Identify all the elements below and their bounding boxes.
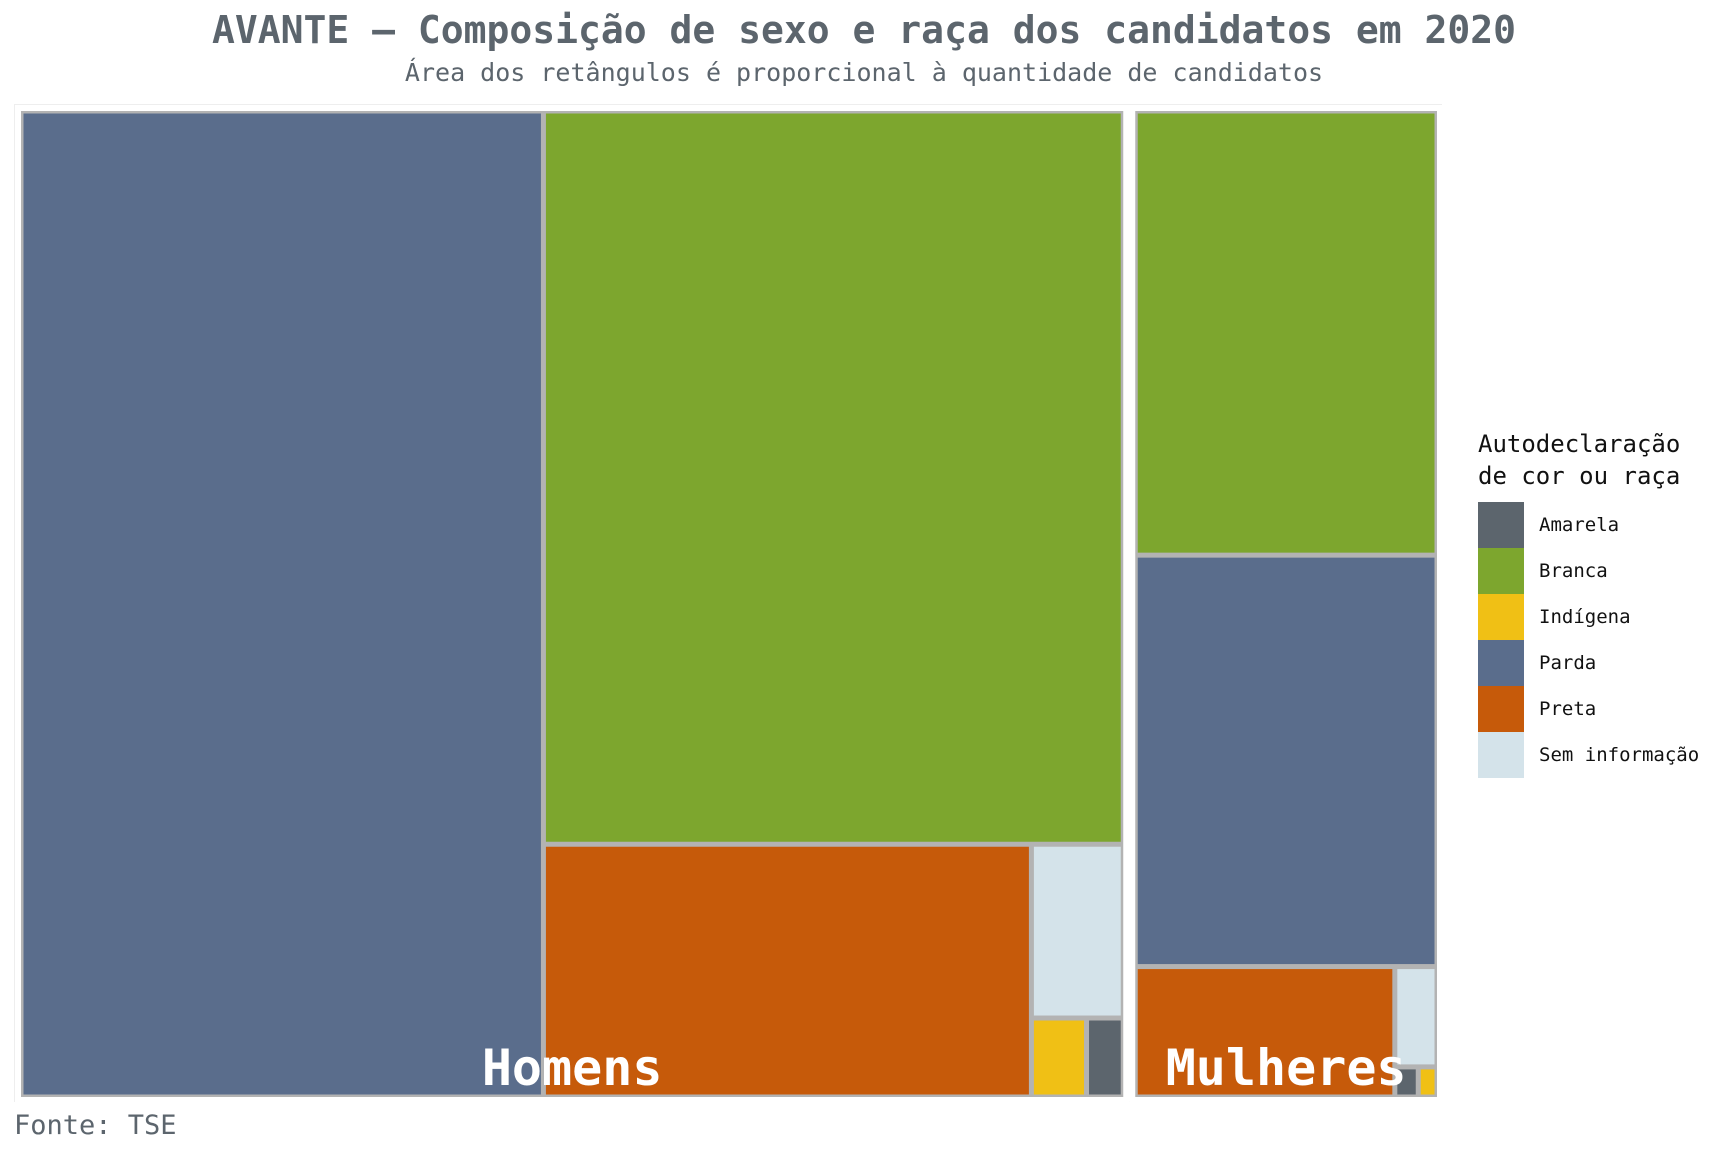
legend: Autodeclaração de cor ou raça Amarela Bra… [1478, 428, 1699, 778]
treemap-tile [1089, 1020, 1121, 1095]
legend-item: Branca [1478, 548, 1699, 594]
treemap-tile [23, 113, 541, 1095]
legend-label: Indígena [1539, 606, 1631, 628]
legend-label: Parda [1539, 652, 1597, 674]
legend-items: Amarela Branca Indígena Parda Preta Sem infor… [1478, 502, 1699, 778]
legend-item: Sem informação [1478, 732, 1699, 778]
chart-subtitle: Área dos retângulos é proporcional à qua… [404, 58, 1324, 87]
caption: Fonte: TSE [14, 1110, 177, 1141]
treemap-group-label: Mulheres [1166, 1039, 1407, 1097]
legend-label: Amarela [1539, 514, 1620, 536]
treemap-tile [1420, 1069, 1435, 1095]
treemap-tile [545, 113, 1121, 842]
legend-swatch [1478, 502, 1524, 548]
legend-swatch [1478, 732, 1524, 778]
treemap-tile [1397, 1069, 1416, 1095]
plot-area: Homens Mulheres [14, 104, 1443, 1103]
legend-title-line-1: Autodeclaração [1478, 430, 1681, 458]
legend-label: Preta [1539, 698, 1597, 720]
legend-swatch [1478, 640, 1524, 686]
legend-label: Branca [1539, 560, 1608, 582]
chart-title: AVANTE – Composição de sexo e raça dos c… [211, 8, 1517, 52]
legend-label: Sem informação [1539, 744, 1700, 766]
legend-item: Amarela [1478, 502, 1699, 548]
treemap-group-label: Homens [482, 1039, 663, 1097]
treemap-tile [1137, 557, 1435, 965]
legend-title-line-2: de cor ou raça [1478, 462, 1681, 490]
legend-swatch [1478, 594, 1524, 640]
treemap-tile [545, 846, 1029, 1095]
treemap: Homens Mulheres [15, 105, 1443, 1103]
treemap-tile [1397, 969, 1435, 1065]
treemap-tile [1137, 113, 1435, 553]
legend-title: Autodeclaração de cor ou raça [1478, 428, 1699, 492]
treemap-tile [1033, 1020, 1085, 1095]
treemap-tile [1137, 969, 1393, 1095]
legend-swatch [1478, 686, 1524, 732]
legend-swatch [1478, 548, 1524, 594]
treemap-tile [1033, 846, 1121, 1016]
legend-item: Indígena [1478, 594, 1699, 640]
legend-item: Parda [1478, 640, 1699, 686]
legend-item: Preta [1478, 686, 1699, 732]
